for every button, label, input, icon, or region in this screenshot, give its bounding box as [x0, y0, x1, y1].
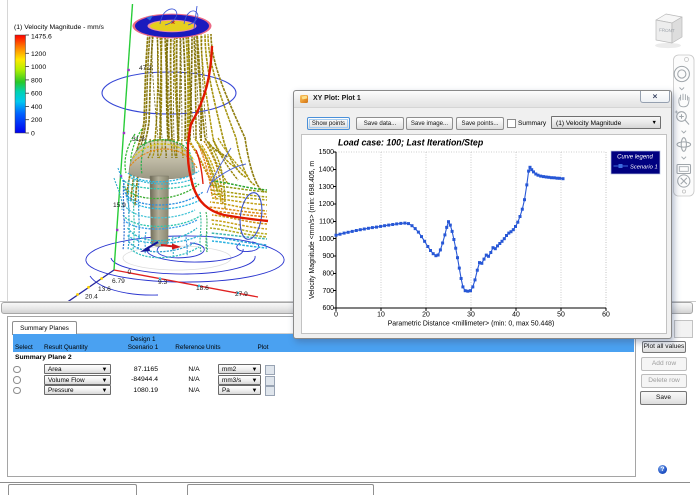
- svg-text:200: 200: [31, 117, 43, 124]
- svg-text:1000: 1000: [31, 64, 46, 71]
- svg-text:900: 900: [323, 253, 335, 260]
- svg-text:6.79: 6.79: [112, 278, 125, 285]
- svg-text:15.9: 15.9: [113, 202, 126, 209]
- svg-text:9.3: 9.3: [158, 279, 167, 286]
- svg-text:1400: 1400: [319, 167, 334, 174]
- svg-text:1200: 1200: [319, 201, 334, 208]
- svg-text:27.9: 27.9: [235, 291, 248, 298]
- svg-text:1500: 1500: [319, 149, 334, 156]
- svg-text:800: 800: [323, 271, 335, 278]
- svg-text:0: 0: [128, 269, 132, 276]
- svg-text:1000: 1000: [319, 236, 334, 243]
- svg-text:0: 0: [31, 131, 35, 138]
- svg-text:Velocity Magnitude <mm/s> (min: Velocity Magnitude <mm/s> (min: 698.405,…: [309, 161, 316, 300]
- svg-text:18.6: 18.6: [196, 285, 209, 292]
- svg-text:0: 0: [334, 312, 338, 319]
- svg-text:Load case: 100; Last Iteration: Load case: 100; Last Iteration/Step: [338, 138, 484, 148]
- svg-text:600: 600: [323, 305, 335, 312]
- svg-text:1300: 1300: [319, 184, 334, 191]
- svg-text:47.2: 47.2: [139, 65, 152, 72]
- svg-text:20: 20: [422, 312, 430, 319]
- svg-text:31.8: 31.8: [132, 136, 145, 143]
- svg-text:13.6: 13.6: [98, 286, 111, 293]
- svg-text:700: 700: [323, 288, 335, 295]
- svg-text:20.4: 20.4: [85, 294, 98, 301]
- svg-text:Curve legend: Curve legend: [617, 155, 653, 161]
- svg-text:1100: 1100: [319, 219, 334, 226]
- svg-text:30: 30: [467, 312, 475, 319]
- svg-text:1200: 1200: [31, 51, 46, 58]
- svg-text:600: 600: [31, 91, 43, 98]
- svg-text:800: 800: [31, 77, 43, 84]
- svg-text:1475.6: 1475.6: [31, 34, 52, 41]
- svg-text:Scenario 1: Scenario 1: [630, 165, 658, 171]
- svg-text:Parametric Distance <millimete: Parametric Distance <millimeter> (min: 0…: [388, 321, 555, 328]
- svg-text:60: 60: [602, 312, 610, 319]
- svg-text:10: 10: [377, 312, 385, 319]
- svg-text:400: 400: [31, 104, 43, 111]
- svg-text:40: 40: [512, 312, 520, 319]
- svg-text:FRONT: FRONT: [659, 28, 675, 34]
- svg-text:50: 50: [557, 312, 565, 319]
- svg-text:(1) Velocity Magnitude - mm/s: (1) Velocity Magnitude - mm/s: [14, 24, 105, 31]
